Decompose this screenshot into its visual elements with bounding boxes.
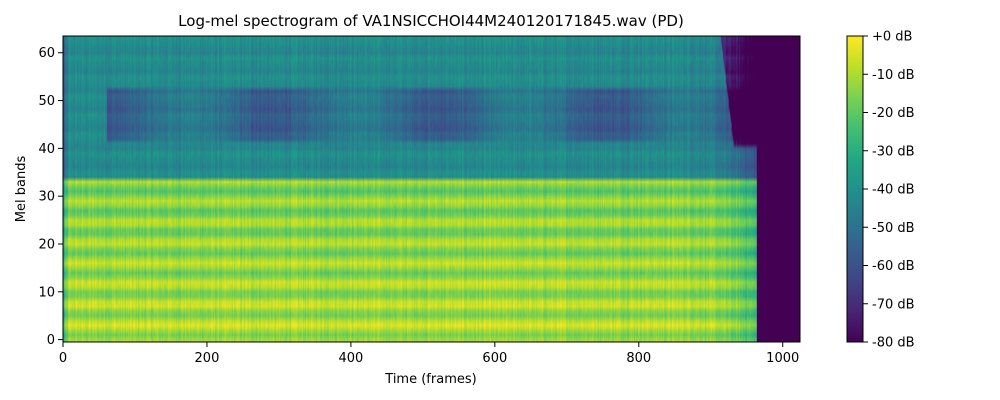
colorbar-ticks: +0 dB -10 dB -20 dB -30 dB -40 dB -50 dB -60 d…	[863, 30, 915, 351]
x-axis: 0 200 400 600 800 1000	[59, 342, 799, 366]
y-tick-label: 20	[38, 237, 55, 252]
colorbar-tick-label: -10 dB	[872, 68, 915, 83]
y-tick-label: 60	[38, 46, 55, 61]
y-axis: 0 10 20 30 40 50 60	[38, 46, 63, 348]
y-tick-label: 50	[38, 94, 55, 109]
plot-frame	[62, 35, 801, 343]
colorbar-tick-label: -80 dB	[872, 336, 915, 351]
colorbar-tick-label: -70 dB	[872, 297, 915, 312]
colorbar-tick-label: -30 dB	[872, 144, 915, 159]
x-tick-label: 400	[338, 351, 363, 366]
colorbar-gradient	[847, 36, 863, 342]
colorbar: +0 dB -10 dB -20 dB -30 dB -40 dB -50 dB -60 d…	[846, 30, 915, 351]
x-axis-label: Time (frames)	[384, 372, 476, 387]
y-tick-label: 40	[38, 142, 55, 157]
y-axis-label: Mel bands	[14, 156, 29, 223]
chart-title: Log-mel spectrogram of VA1NSICCHOI44M240…	[178, 12, 684, 30]
y-tick-label: 10	[38, 285, 55, 300]
colorbar-tick-label: -20 dB	[872, 106, 915, 121]
spectrogram-heatmap	[63, 36, 800, 342]
spectrogram-plot-area	[62, 35, 801, 343]
colorbar-tick-label: -50 dB	[872, 221, 915, 236]
colorbar-tick-label: -60 dB	[872, 259, 915, 274]
colorbar-tick-label: +0 dB	[872, 30, 912, 45]
x-tick-label: 800	[626, 351, 651, 366]
x-tick-label: 0	[59, 351, 67, 366]
y-tick-label: 0	[47, 333, 55, 348]
x-tick-label: 1000	[766, 351, 799, 366]
x-tick-label: 600	[482, 351, 507, 366]
colorbar-tick-label: -40 dB	[872, 183, 915, 198]
x-tick-label: 200	[195, 351, 220, 366]
y-tick-label: 30	[38, 190, 55, 205]
